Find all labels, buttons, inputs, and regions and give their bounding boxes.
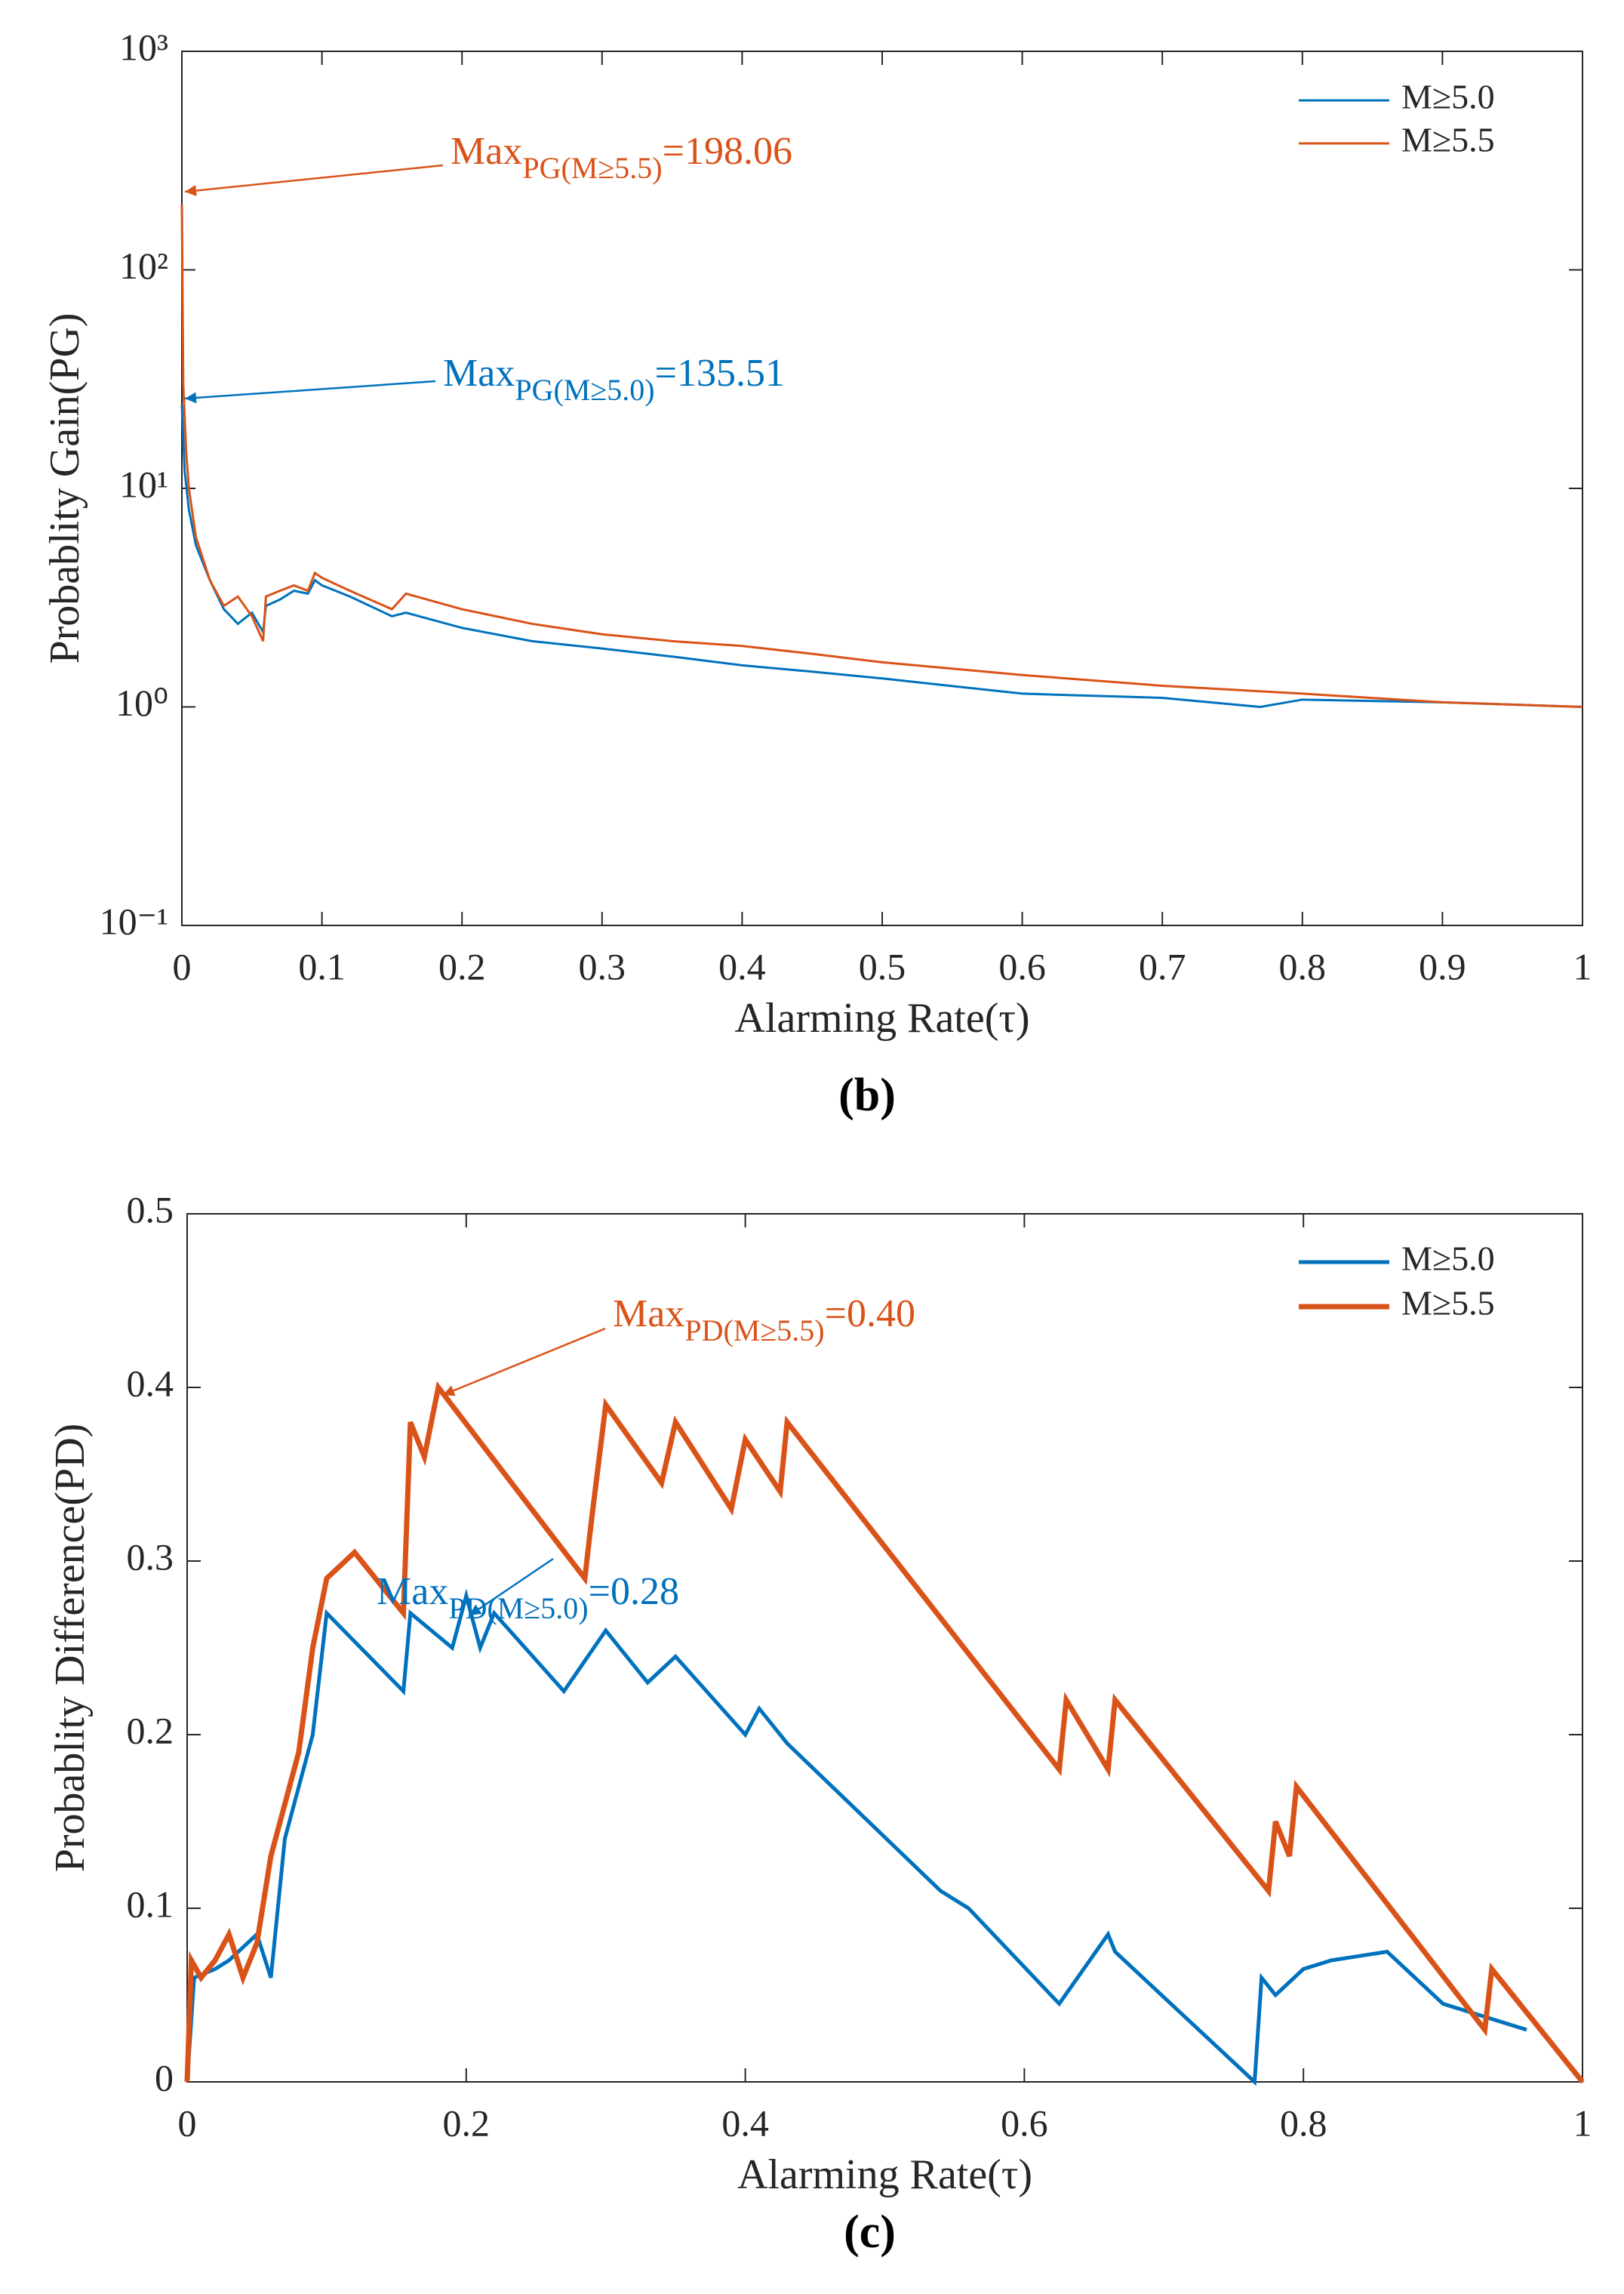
annotation-suffix: =0.40 bbox=[825, 1292, 915, 1335]
series-line bbox=[180, 205, 1583, 708]
annotation-subscript: PG(M≥5.0) bbox=[515, 373, 654, 407]
x-tick-label: 0.2 bbox=[443, 2102, 491, 2144]
x-tick-label: 0.7 bbox=[1139, 945, 1186, 987]
y-tick-label: 10² bbox=[119, 245, 168, 287]
y-tick-label: 10⁻¹ bbox=[100, 900, 168, 942]
annotation-subscript: PG(M≥5.5) bbox=[522, 151, 662, 185]
annotation-suffix: =198.06 bbox=[663, 130, 792, 173]
annotation-suffix: =0.28 bbox=[589, 1570, 679, 1613]
y-tick-label: 0.1 bbox=[127, 1883, 174, 1925]
annotation-text: Max bbox=[613, 1292, 684, 1335]
annotation-text: Max bbox=[377, 1570, 448, 1613]
x-tick-label: 0.9 bbox=[1419, 945, 1466, 987]
series-line bbox=[180, 405, 1583, 709]
x-tick-label: 0.8 bbox=[1280, 2102, 1327, 2144]
y-tick-label: 10⁰ bbox=[115, 682, 168, 724]
x-tick-label: 0 bbox=[178, 2102, 197, 2144]
x-tick-label: 0 bbox=[173, 945, 192, 987]
y-tick-label: 0.5 bbox=[127, 1188, 174, 1230]
x-tick-label: 0.6 bbox=[1001, 2102, 1048, 2144]
annotation-text: Max bbox=[443, 352, 515, 395]
x-tick-label: 1 bbox=[1573, 2102, 1592, 2144]
x-axis-label: Alarming Rate(τ) bbox=[734, 995, 1029, 1042]
annotation-subscript: PD(M≥5.5) bbox=[684, 1313, 824, 1347]
plot-area bbox=[181, 51, 1583, 926]
caption: (b) bbox=[838, 1070, 896, 1121]
annotation: MaxPD(M≥5.5)=0.40 bbox=[613, 1292, 915, 1347]
annotation-arrow bbox=[184, 164, 444, 196]
y-axis-label: Probablity Gain(PG) bbox=[42, 313, 88, 664]
y-tick-label: 0.4 bbox=[127, 1362, 174, 1404]
annotation-suffix: =135.51 bbox=[655, 352, 785, 395]
x-tick-label: 0.8 bbox=[1279, 945, 1327, 987]
plot-area bbox=[186, 1213, 1583, 2083]
x-tick-label: 0.2 bbox=[438, 945, 486, 987]
annotation: MaxPD(M≥5.0)=0.28 bbox=[377, 1570, 679, 1625]
x-tick-label: 0.5 bbox=[859, 945, 906, 987]
x-tick-label: 0.6 bbox=[998, 945, 1046, 987]
y-axis-label: Probablity Difference(PD) bbox=[47, 1424, 94, 1873]
annotation: MaxPG(M≥5.5)=198.06 bbox=[451, 130, 792, 185]
y-tick-label: 10¹ bbox=[119, 463, 168, 505]
x-tick-label: 0.1 bbox=[298, 945, 346, 987]
legend-text: M≥5.5 bbox=[1401, 121, 1495, 159]
x-tick-label: 0.4 bbox=[721, 2102, 769, 2144]
x-axis-label: Alarming Rate(τ) bbox=[737, 2151, 1032, 2198]
legend-text: M≥5.0 bbox=[1401, 78, 1495, 116]
legend-text: M≥5.5 bbox=[1401, 1284, 1495, 1323]
annotation-subscript: PD(M≥5.0) bbox=[448, 1591, 588, 1625]
x-tick-label: 1 bbox=[1573, 945, 1592, 987]
y-tick-label: 0.2 bbox=[127, 1709, 174, 1751]
annotation-arrow bbox=[442, 1327, 606, 1396]
y-tick-label: 0.3 bbox=[127, 1535, 174, 1578]
y-tick-label: 10³ bbox=[119, 26, 168, 68]
x-tick-label: 0.3 bbox=[579, 945, 626, 987]
series-line bbox=[185, 1588, 1527, 2086]
annotation-arrow bbox=[469, 1557, 554, 1617]
annotation: MaxPG(M≥5.0)=135.51 bbox=[443, 352, 785, 407]
x-tick-label: 0.4 bbox=[718, 945, 766, 987]
legend-text: M≥5.0 bbox=[1401, 1239, 1495, 1278]
annotation-arrow bbox=[184, 380, 436, 404]
caption: (c) bbox=[844, 2206, 896, 2258]
y-tick-label: 0 bbox=[155, 2056, 174, 2098]
annotation-text: Max bbox=[451, 130, 522, 173]
series-line bbox=[184, 1381, 1585, 2084]
